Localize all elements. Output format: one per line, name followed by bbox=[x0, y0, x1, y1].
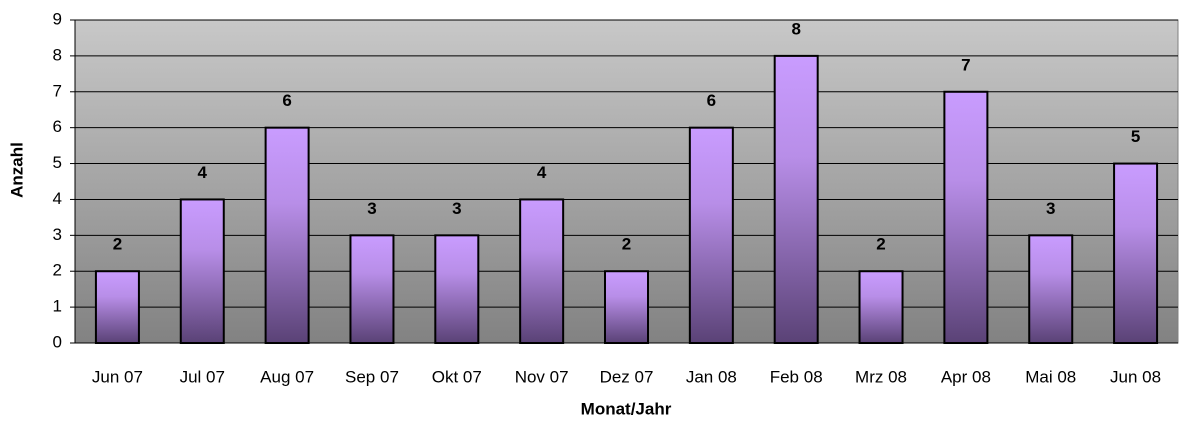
x-tick-label: Mai 08 bbox=[1025, 367, 1076, 386]
x-tick-label: Nov 07 bbox=[515, 367, 569, 386]
x-axis-label: Monat/Jahr bbox=[581, 399, 672, 418]
y-tick-label: 6 bbox=[53, 117, 62, 136]
data-label: 4 bbox=[537, 163, 547, 182]
y-tick-label: 1 bbox=[53, 297, 62, 316]
bar bbox=[94, 270, 140, 345]
bar bbox=[179, 198, 225, 344]
data-label: 8 bbox=[791, 19, 800, 38]
x-tick-label: Jul 07 bbox=[180, 367, 225, 386]
x-tick-label: Jun 07 bbox=[92, 367, 143, 386]
data-label: 2 bbox=[113, 235, 122, 254]
y-tick-label: 2 bbox=[53, 261, 62, 280]
bar bbox=[519, 198, 565, 344]
x-tick-label: Feb 08 bbox=[770, 367, 823, 386]
y-tick-label: 4 bbox=[53, 189, 62, 208]
data-label: 3 bbox=[452, 199, 461, 218]
data-label: 2 bbox=[622, 235, 631, 254]
bar bbox=[264, 126, 310, 344]
y-tick-label: 9 bbox=[53, 9, 62, 28]
x-tick-label: Okt 07 bbox=[432, 367, 482, 386]
y-axis-label: Anzahl bbox=[7, 142, 26, 198]
data-label: 5 bbox=[1131, 127, 1140, 146]
bar bbox=[688, 126, 734, 344]
data-label: 2 bbox=[876, 235, 885, 254]
y-tick-label: 5 bbox=[53, 153, 62, 172]
data-label: 6 bbox=[282, 91, 291, 110]
bar bbox=[349, 234, 395, 344]
data-label: 7 bbox=[961, 55, 970, 74]
y-tick-label: 8 bbox=[53, 45, 62, 64]
bar bbox=[1028, 234, 1074, 344]
bar bbox=[858, 270, 904, 345]
y-tick-label: 0 bbox=[53, 332, 62, 351]
bar bbox=[943, 90, 989, 345]
y-tick-label: 3 bbox=[53, 225, 62, 244]
bar bbox=[1113, 162, 1159, 344]
x-tick-label: Jun 08 bbox=[1110, 367, 1161, 386]
x-tick-label: Sep 07 bbox=[345, 367, 399, 386]
bar bbox=[604, 270, 649, 345]
x-tick-label: Dez 07 bbox=[600, 367, 654, 386]
data-label: 4 bbox=[198, 163, 208, 182]
x-tick-label: Jan 08 bbox=[686, 367, 737, 386]
x-tick-label: Apr 08 bbox=[941, 367, 991, 386]
bar bbox=[434, 234, 480, 344]
bar bbox=[773, 54, 819, 345]
data-label: 3 bbox=[367, 199, 376, 218]
y-tick-label: 7 bbox=[53, 81, 62, 100]
data-label: 6 bbox=[707, 91, 716, 110]
x-tick-label: Aug 07 bbox=[260, 367, 314, 386]
x-tick-label: Mrz 08 bbox=[855, 367, 907, 386]
data-label: 3 bbox=[1046, 199, 1055, 218]
